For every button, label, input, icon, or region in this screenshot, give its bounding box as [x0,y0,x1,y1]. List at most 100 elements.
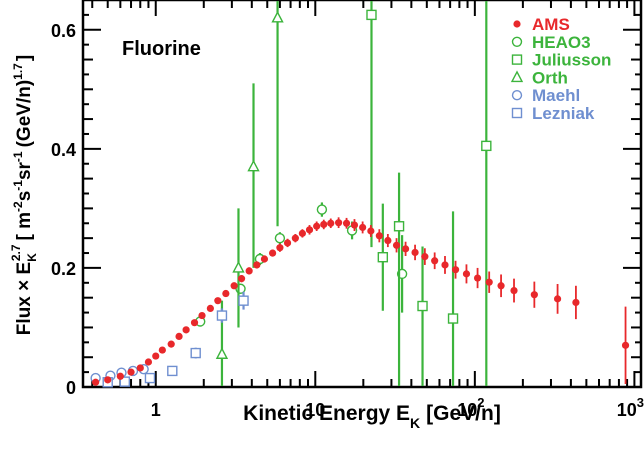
y-tick-label: 0.4 [51,140,76,160]
data-point [473,274,482,282]
data-point [316,204,328,215]
chart-annotation: Fluorine [122,38,201,60]
data-point [421,253,429,261]
data-point [175,332,183,340]
data-point [152,352,160,360]
data-point [481,140,492,152]
data-point [350,221,359,229]
data-point [127,368,135,376]
data-point [144,358,153,366]
data-point [305,226,314,234]
x-tick-label-exp: 2 [477,395,484,410]
data-point [283,239,292,247]
x-tick-label: 10 [305,400,325,420]
data-point [245,267,253,275]
data-point [392,241,401,249]
data-point [462,270,471,278]
legend-label: Juliusson [532,51,611,70]
data-point [230,282,238,290]
data-point [431,257,439,265]
legend-label: Orth [532,68,568,87]
series-ams [92,217,630,386]
data-point [253,261,261,269]
data-point [276,244,284,252]
data-point [158,346,166,354]
data-point [271,10,284,23]
y-axis-label-sub: K [25,253,39,262]
data-layer [90,1,630,388]
data-point [190,319,199,327]
data-point [621,341,630,349]
legend-marker [511,89,523,101]
data-point [485,278,493,286]
y-axis-label-sup4: -1 [11,151,25,162]
x-tick-label-exp: 3 [637,395,644,410]
legend-marker [511,54,523,65]
y-axis-label-mid1: [ m [14,212,35,241]
data-point [222,289,230,298]
x-tick-label: 103 [617,395,644,420]
x-tick-label: 1 [151,400,161,420]
data-point [198,311,206,320]
data-point [411,248,419,257]
data-point [92,378,100,386]
data-point [377,252,389,263]
data-point [401,245,410,253]
data-point [441,261,449,269]
data-point [268,249,277,257]
data-point [384,236,392,245]
data-point [216,310,228,321]
data-point [232,260,245,273]
y-axis-label: Flux × EK2.7[ m-2s-1sr-1(GeV/n)1.7] [9,55,39,335]
data-point [417,300,428,312]
data-point [104,376,112,384]
data-point [136,364,144,372]
data-point [367,227,375,235]
y-axis-label-end: ] [14,55,35,61]
data-point [247,159,260,172]
data-point [375,232,383,240]
y-axis-label-sup: 2.7 [9,244,23,261]
x-axis-label-unit: [GeV/n] [426,402,501,425]
y-axis-label-sup2: -2 [11,201,25,212]
x-axis-label-sub: K [410,415,420,431]
data-point [313,222,321,230]
data-point [238,295,249,306]
data-point [366,9,377,21]
data-point [497,282,505,290]
y-axis-label-sup5: 1.7 [11,63,25,80]
x-axis-label-main: Kinetic Energy E [243,402,410,425]
legend-label: Maehl [532,86,580,105]
data-point [215,347,229,359]
data-point [510,286,518,295]
data-point [342,219,351,227]
x-tick-label-base: 1 [151,400,161,420]
y-axis-label-mid2: s [14,191,35,202]
axis-ticks [83,0,641,388]
y-axis-label-lead: Flux × E [14,262,35,335]
y-tick-label: 0.2 [51,259,76,279]
series-heao3 [195,202,408,327]
x-tick-label-base: 10 [305,400,325,420]
legend-marker [511,107,523,119]
data-point [182,326,190,334]
y-axis-label-mid4: (GeV/n) [14,80,35,148]
data-point [320,220,328,229]
x-axis-label: Kinetic Energy EK [GeV/n] [243,402,501,431]
data-point [167,365,178,377]
y-axis-label-sup3: -1 [11,180,25,191]
legend-marker [513,20,521,28]
data-point [572,298,580,307]
series-juliusson [366,1,492,386]
x-tick-label-base: 10 [457,400,477,420]
data-point [119,376,131,387]
data-point [530,291,538,299]
series-orth [215,1,284,386]
x-tick-label: 102 [457,395,484,420]
data-point [260,255,269,263]
legend-label: HEAO3 [532,33,591,52]
data-point [359,223,367,232]
y-tick-label: 0.6 [51,21,76,41]
